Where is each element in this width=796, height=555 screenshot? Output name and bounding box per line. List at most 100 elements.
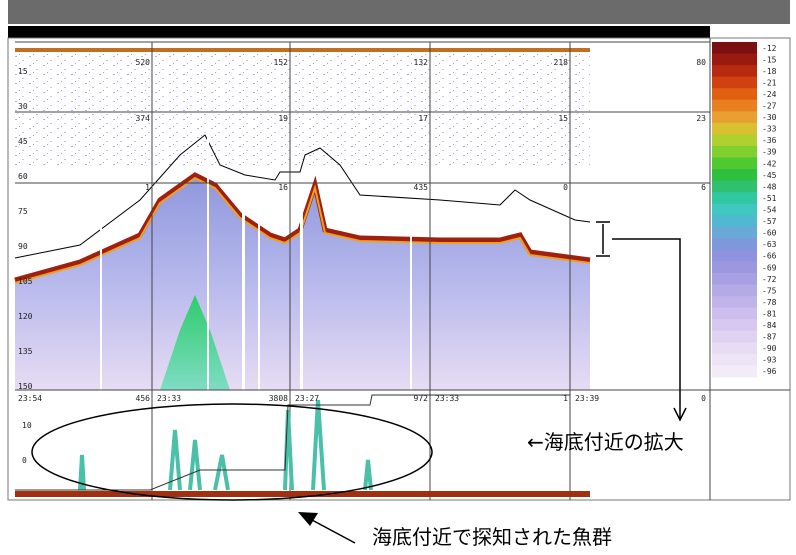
depth-label: 105 (18, 277, 33, 286)
cell-value: 520 (136, 58, 151, 67)
color-swatch (712, 342, 757, 355)
cell-value: 6 (701, 183, 706, 192)
depth-label: 75 (18, 207, 28, 216)
grid (15, 38, 790, 500)
cell-value: 374 (136, 114, 151, 123)
cell-value: 218 (554, 58, 569, 67)
depth-label: 150 (18, 382, 33, 391)
color-swatch (712, 145, 757, 159)
color-label: -84 (762, 321, 777, 330)
color-swatch (712, 169, 757, 182)
cell-value: 80 (696, 58, 706, 67)
title-bar (8, 0, 790, 24)
color-label: -24 (762, 90, 777, 99)
fish-school (160, 295, 230, 390)
color-label: -66 (762, 252, 777, 261)
zoom-arrow (596, 221, 687, 422)
fish-ellipse (31, 403, 433, 501)
surface-noise (15, 48, 590, 168)
lower-label: 23:33 (435, 394, 459, 403)
lower-depth-label: 10 (22, 421, 32, 430)
color-swatch (712, 284, 757, 297)
lower-label: 0 (701, 394, 706, 403)
depth-label: 45 (18, 137, 28, 146)
color-swatch (712, 111, 757, 124)
color-label: -18 (762, 67, 777, 76)
color-label: -93 (762, 356, 777, 365)
cell-value: 19 (278, 114, 288, 123)
seabed-edge (14, 176, 591, 284)
color-label: -72 (762, 275, 777, 284)
lower-label: 23:39 (575, 394, 599, 403)
color-label: -30 (762, 113, 777, 122)
depth-label: 15 (18, 67, 28, 76)
color-label: -57 (762, 217, 777, 226)
cell-value: 132 (414, 58, 429, 67)
color-label: -81 (762, 309, 777, 318)
lower-label: 23:54 (18, 394, 42, 403)
seabed (14, 172, 591, 283)
color-swatch (712, 238, 757, 251)
cell-value: 0 (563, 183, 568, 192)
color-label: -33 (762, 125, 777, 134)
color-label: -90 (762, 344, 777, 353)
color-swatch (712, 76, 757, 89)
color-swatch (712, 42, 757, 55)
gaps (100, 120, 412, 390)
color-label: -21 (762, 78, 777, 87)
color-label: -63 (762, 240, 777, 249)
color-swatch (712, 249, 757, 262)
color-swatch (712, 353, 757, 366)
cell-value: 17 (418, 114, 428, 123)
color-label: -39 (762, 148, 777, 157)
outline (14, 134, 591, 259)
color-swatch (712, 365, 757, 378)
color-swatch (712, 88, 757, 101)
fish-arrow (298, 512, 356, 544)
cell-value: 435 (414, 183, 429, 192)
lower-depth-label: 0 (22, 456, 27, 465)
depth-label: 60 (18, 172, 28, 181)
depth-label: 120 (18, 312, 33, 321)
color-swatch (712, 203, 757, 216)
color-swatch (712, 330, 757, 343)
color-label: -48 (762, 182, 777, 191)
color-label: -75 (762, 286, 777, 295)
color-label: -78 (762, 298, 777, 307)
color-label: -69 (762, 263, 777, 272)
lower-label: 1 (563, 394, 568, 403)
lower-panel (15, 394, 590, 497)
lower-label: 23:27 (295, 394, 319, 403)
color-label: -42 (762, 159, 777, 168)
color-swatch (712, 226, 757, 239)
color-swatch (712, 122, 757, 135)
color-label: -15 (762, 55, 777, 64)
lower-label: 3808 (269, 394, 288, 403)
color-swatch (712, 296, 757, 309)
color-label: -54 (762, 206, 777, 215)
color-label: -27 (762, 102, 777, 111)
zoom-annotation: ←海底付近の拡大 (527, 430, 684, 454)
fish-annotation: 海底付近で探知された魚群 (372, 525, 612, 549)
cell-value: 23 (696, 114, 706, 123)
echogram (14, 38, 790, 500)
header-bar (8, 26, 710, 38)
color-swatch (712, 99, 757, 112)
surface-line (15, 48, 590, 52)
color-swatch (712, 134, 757, 147)
depth-label: 135 (18, 347, 33, 356)
color-label: -60 (762, 229, 777, 238)
color-swatch (712, 319, 757, 332)
color-swatch (712, 192, 757, 205)
color-swatch (712, 261, 757, 274)
color-swatch (712, 215, 757, 228)
color-swatch (712, 273, 757, 286)
cell-value: 16 (278, 183, 288, 192)
color-label: -87 (762, 333, 777, 342)
color-swatch (712, 65, 757, 78)
color-label: -45 (762, 171, 777, 180)
lower-label: 23:33 (157, 394, 181, 403)
depth-label: 30 (18, 102, 28, 111)
cell-value: 1 (145, 183, 150, 192)
